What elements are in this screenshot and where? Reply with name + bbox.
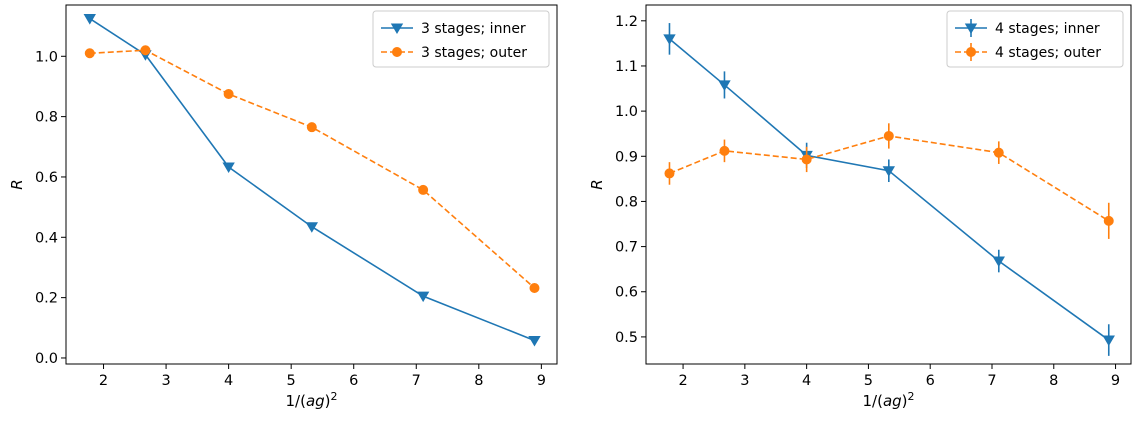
- data-point: [416, 291, 430, 303]
- x-tick-label: 8: [474, 373, 483, 389]
- series-2: [84, 45, 540, 293]
- x-tick-label: 3: [740, 373, 749, 389]
- y-tick-label: 0.7: [615, 240, 638, 256]
- legend-label: 3 stages; inner: [421, 21, 526, 37]
- series-2: [664, 123, 1114, 239]
- data-point: [223, 88, 234, 99]
- x-tick-label: 2: [678, 373, 687, 389]
- x-axis-label: 1/(ag)2: [862, 390, 914, 410]
- data-point: [528, 335, 541, 347]
- legend-marker: [391, 47, 402, 58]
- y-tick-label: 0.0: [35, 351, 58, 367]
- y-tick-label: 0.4: [35, 230, 58, 246]
- legend: 3 stages; inner 3 stages; outer: [372, 10, 550, 68]
- series-line: [89, 49, 536, 289]
- series-line: [89, 17, 535, 342]
- legend-marker: [966, 47, 977, 58]
- data-point: [718, 80, 731, 91]
- data-point: [664, 168, 675, 179]
- y-axis-label: R: [8, 179, 26, 189]
- x-tick-label: 7: [987, 373, 996, 389]
- legend-label: 4 stages; outer: [995, 45, 1101, 61]
- legend-box: [946, 10, 1124, 68]
- legend-label: 4 stages; inner: [995, 21, 1100, 37]
- x-tick-label: 6: [926, 373, 935, 389]
- data-point: [418, 184, 429, 195]
- data-point: [84, 48, 95, 59]
- data-point: [529, 282, 540, 293]
- chart-panel-1: 2 3 4 5 6 7 8 9 0.0 0.2 0.4 0.6 0.8 1.0 1/(ag)2 R 3 stag…: [8, 4, 558, 410]
- y-tick-label: 1.0: [615, 104, 638, 120]
- data-point: [663, 34, 676, 45]
- x-tick-label: 3: [161, 373, 170, 389]
- y-tick-label: 0.8: [35, 110, 58, 126]
- series-line: [669, 135, 1110, 222]
- legend-marker: [390, 23, 404, 35]
- x-tick-label: 2: [99, 373, 108, 389]
- y-tick-label: 1.1: [615, 59, 638, 75]
- data-point: [140, 45, 151, 56]
- data-point: [882, 166, 896, 177]
- y-tick-label: 1.0: [35, 49, 58, 65]
- data-point: [1103, 215, 1114, 226]
- data-point: [1102, 335, 1115, 347]
- x-tick-label: 4: [802, 373, 811, 389]
- x-tick-label: 6: [349, 373, 358, 389]
- legend-label: 3 stages; outer: [421, 45, 527, 61]
- axes-frame: [645, 4, 1132, 365]
- legend: 4 stages; inner 4 stages; outer: [946, 10, 1124, 68]
- x-tick-label: 8: [1049, 373, 1058, 389]
- y-axis-label: R: [588, 179, 606, 189]
- x-tick-label: 5: [287, 373, 296, 389]
- data-point: [883, 130, 894, 141]
- y-tick-label: 0.6: [35, 170, 58, 186]
- data-point: [993, 147, 1004, 158]
- data-point: [306, 122, 317, 133]
- data-point: [719, 145, 730, 156]
- x-tick-label: 5: [864, 373, 873, 389]
- y-tick-label: 0.5: [615, 330, 638, 346]
- data-point: [305, 222, 319, 233]
- y-tick-label: 0.6: [615, 285, 638, 301]
- y-tick-label: 1.2: [615, 14, 638, 30]
- x-axis-label: 1/(ag)2: [285, 390, 337, 410]
- axes-frame: [65, 4, 558, 365]
- x-tick-label: 9: [1111, 373, 1120, 389]
- legend-box: [372, 10, 550, 68]
- y-tick-label: 0.2: [35, 291, 58, 307]
- chart-panel-2: 2 3 4 5 6 7 8 9 0.5 0.6 0.7 0.8 0.9 1.0 1.1 1.2 1/(ag)2 R…: [588, 4, 1132, 410]
- x-tick-label: 9: [537, 373, 546, 389]
- series-line: [668, 38, 1110, 341]
- y-tick-label: 0.9: [615, 149, 638, 165]
- y-tick-label: 0.8: [615, 194, 638, 210]
- series-1: [663, 23, 1115, 356]
- legend-marker: [964, 23, 978, 35]
- x-tick-label: 4: [224, 373, 233, 389]
- x-tick-label: 7: [412, 373, 421, 389]
- data-point: [801, 154, 812, 165]
- data-point: [222, 162, 235, 174]
- data-point: [83, 14, 96, 25]
- data-point: [992, 256, 1005, 268]
